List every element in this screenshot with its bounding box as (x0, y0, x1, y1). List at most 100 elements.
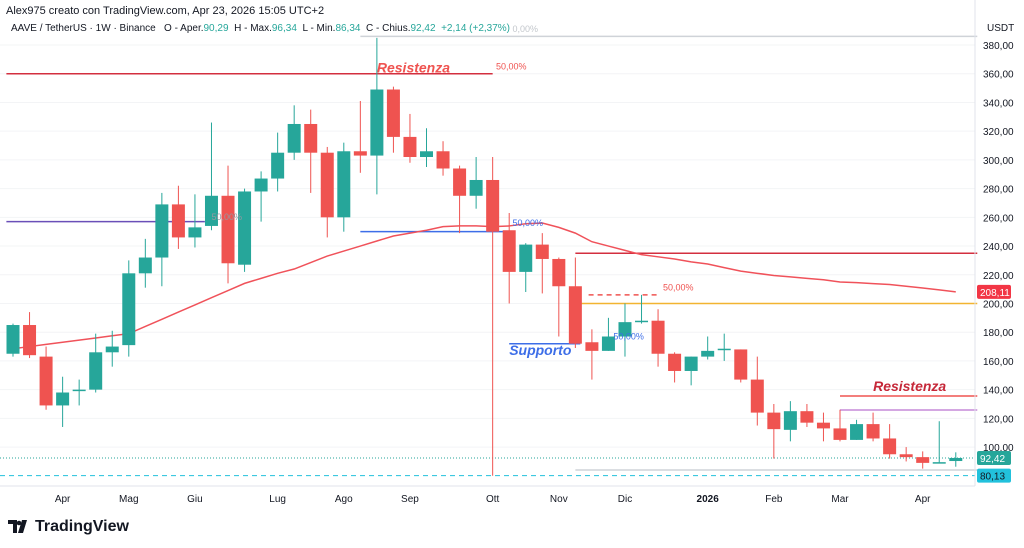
x-tick-label: Feb (765, 494, 783, 505)
low-value: 86,34 (335, 23, 361, 34)
candle-up (287, 123, 301, 153)
candle-up (469, 179, 483, 196)
open-label: O - Aper. (164, 23, 204, 34)
candle-up (420, 151, 433, 158)
candle-up (783, 411, 797, 430)
candle-up (370, 89, 384, 156)
high-value: 96,34 (271, 23, 297, 34)
candle-down (866, 424, 880, 439)
chart-annotation: 50,00% (513, 218, 544, 228)
chart-annotation: 0,00% (513, 24, 539, 34)
logo-text: TradingView (35, 518, 129, 535)
y-tick-label: 140,00 (983, 386, 1014, 397)
low-label: L - Min. (302, 23, 336, 34)
y-tick-label: 180,00 (983, 328, 1014, 339)
candle-up (105, 346, 119, 353)
candle-up (932, 462, 946, 464)
chart-annotation: 50,00% (663, 283, 694, 293)
candle-down (502, 230, 516, 272)
y-tick-label: 300,00 (983, 156, 1014, 167)
price-label: 92,42 (980, 454, 1005, 465)
candle-down (486, 179, 500, 232)
candle-down (403, 136, 417, 158)
chart-annotation: 50,00% (211, 212, 242, 222)
candle-down (651, 320, 665, 354)
tradingview-logo-icon (8, 520, 27, 533)
candle-down (916, 457, 930, 463)
candle-down (320, 152, 334, 218)
symbol-name[interactable]: AAVE / TetherUS · 1W · Binance (11, 23, 156, 34)
chart-annotation: 50,00% (496, 61, 527, 71)
candle-down (750, 379, 764, 413)
x-tick-label: Apr (55, 494, 71, 505)
candle-up (684, 356, 698, 371)
candle-up (635, 320, 649, 323)
candle-down (221, 195, 235, 264)
candle-up (618, 322, 632, 337)
candle-up (89, 352, 103, 390)
tradingview-logo: TradingView (8, 518, 129, 536)
chart-annotation: Resistenza (873, 378, 946, 394)
candle-down (899, 454, 913, 458)
candle-up (949, 457, 963, 462)
candle-down (386, 89, 400, 137)
x-tick-label: Lug (269, 494, 286, 505)
y-tick-label: 380,00 (983, 41, 1014, 52)
candle-up (254, 178, 268, 192)
chart-credit: Alex975 creato con TradingView.com, Apr … (6, 5, 325, 17)
price-label: 208,11 (980, 288, 1010, 299)
y-tick-label: 220,00 (983, 271, 1014, 282)
price-label-bg (977, 468, 1011, 483)
x-tick-label: Dic (618, 494, 632, 505)
candle-down (304, 123, 318, 153)
x-tick-label: Mar (831, 494, 849, 505)
candle-up (6, 325, 20, 354)
change-value: +2,14 (+2,37%) (441, 23, 511, 34)
chart-annotation: Resistenza (377, 59, 450, 75)
price-label-bg (977, 450, 1011, 465)
candle-down (171, 204, 185, 238)
candle-down (767, 412, 781, 430)
y-tick-label: 200,00 (983, 299, 1014, 310)
chart-annotation: 50,00% (613, 331, 644, 341)
candle-down (734, 349, 748, 380)
y-tick-label: 240,00 (983, 242, 1014, 253)
y-tick-label: 100,00 (983, 443, 1014, 454)
price-label: 80,13 (980, 472, 1005, 483)
close-label: C - Chius. (366, 23, 411, 34)
y-tick-label: 340,00 (983, 98, 1014, 109)
candle-up (155, 204, 169, 258)
x-tick-label: Ago (335, 494, 353, 505)
candle-down (585, 342, 599, 351)
candle-up (56, 392, 70, 406)
high-label: H - Max. (234, 23, 272, 34)
x-tick-label: Apr (915, 494, 931, 505)
candle-up (701, 350, 715, 357)
candle-down (23, 325, 37, 356)
close-value: 92,42 (410, 23, 436, 34)
y-tick-label: 360,00 (983, 70, 1014, 81)
chart-annotation: Supporto (509, 342, 572, 358)
y-tick-label: 280,00 (983, 185, 1014, 196)
y-tick-label: 120,00 (983, 414, 1014, 425)
candle-down (436, 151, 450, 169)
x-tick-label: 2026 (697, 494, 720, 505)
open-value: 90,29 (203, 23, 229, 34)
candle-down (568, 286, 582, 344)
candle-up (717, 348, 731, 351)
candle-up (601, 336, 615, 351)
currency-label: USDT (987, 23, 1014, 34)
candle-down (668, 353, 682, 371)
candle-down (453, 168, 467, 196)
candle-up (271, 152, 285, 179)
candle-down (353, 151, 367, 156)
y-tick-label: 160,00 (983, 357, 1014, 368)
price-label-bg (977, 284, 1011, 299)
y-tick-label: 260,00 (983, 213, 1014, 224)
x-tick-label: Giu (187, 494, 203, 505)
candle-up (188, 227, 202, 238)
candle-down (552, 258, 566, 287)
candle-up (238, 191, 252, 265)
candle-up (850, 424, 864, 440)
